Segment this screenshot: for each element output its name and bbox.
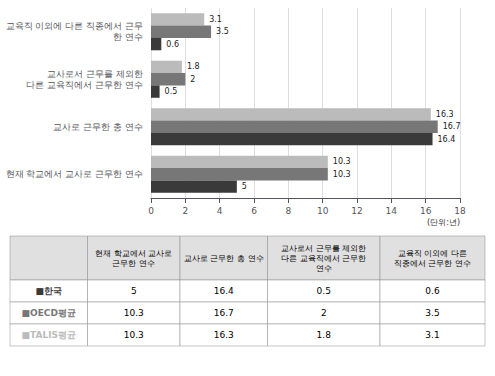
svg-text:교사로 근무한 총 연수: 교사로 근무한 총 연수	[184, 254, 264, 263]
svg-text:16.4: 16.4	[438, 135, 456, 144]
svg-text:16.3: 16.3	[436, 110, 454, 119]
svg-text:교육직 이외에 다른: 교육직 이외에 다른	[398, 249, 467, 258]
svg-text:16.7: 16.7	[443, 122, 461, 131]
svg-text:현재 학교에서 교사로: 현재 학교에서 교사로	[95, 249, 172, 258]
svg-text:교사로서 근무를 제외한: 교사로서 근무를 제외한	[47, 69, 143, 79]
svg-text:0.5: 0.5	[165, 87, 178, 96]
svg-text:3.1: 3.1	[425, 330, 439, 340]
svg-text:16.3: 16.3	[214, 330, 234, 340]
svg-text:10: 10	[317, 206, 329, 216]
svg-text:12: 12	[351, 206, 362, 216]
svg-text:10.3: 10.3	[124, 308, 144, 318]
svg-text:현재 학교에서 교사로 근무한 연수: 현재 학교에서 교사로 근무한 연수	[6, 169, 143, 179]
svg-text:2: 2	[182, 206, 188, 216]
svg-text:다른 교육직에서 근무한 연수: 다른 교육직에서 근무한 연수	[26, 80, 143, 90]
svg-text:한 연수: 한 연수	[113, 32, 143, 42]
svg-text:5: 5	[242, 182, 247, 191]
svg-text:10.3: 10.3	[333, 157, 351, 166]
svg-text:3.5: 3.5	[216, 27, 229, 36]
svg-text:0: 0	[148, 206, 154, 216]
svg-text:2: 2	[321, 308, 327, 318]
svg-text:2: 2	[190, 75, 195, 84]
svg-text:■OECD평균: ■OECD평균	[22, 308, 76, 318]
svg-text:교사로서 근무를 제외한: 교사로서 근무를 제외한	[281, 244, 366, 253]
svg-text:3.5: 3.5	[425, 308, 439, 318]
svg-text:1.8: 1.8	[317, 330, 332, 340]
svg-text:10.3: 10.3	[333, 170, 351, 179]
svg-text:16.4: 16.4	[214, 286, 234, 296]
svg-text:직종에서 근무한 연수: 직종에서 근무한 연수	[394, 259, 471, 268]
svg-text:교사로 근무한 총 연수: 교사로 근무한 총 연수	[53, 122, 143, 132]
svg-text:다른 교육직에서 근무한: 다른 교육직에서 근무한	[281, 254, 366, 263]
svg-text:근무한 연수: 근무한 연수	[112, 259, 155, 268]
svg-text:0.6: 0.6	[425, 286, 440, 296]
svg-text:3.1: 3.1	[209, 15, 222, 24]
svg-text:14: 14	[386, 206, 398, 216]
svg-text:8: 8	[285, 206, 291, 216]
svg-text:(단위:년): (단위:년)	[427, 218, 460, 227]
svg-text:5: 5	[131, 286, 137, 296]
svg-text:연수: 연수	[316, 264, 332, 273]
svg-text:16.7: 16.7	[214, 308, 234, 318]
svg-text:16: 16	[420, 206, 432, 216]
svg-text:6: 6	[251, 206, 257, 216]
svg-text:0.6: 0.6	[166, 40, 179, 49]
svg-text:교육직 이외에 다른 직종에서 근무: 교육직 이외에 다른 직종에서 근무	[6, 21, 143, 31]
svg-text:0.5: 0.5	[317, 286, 331, 296]
svg-text:4: 4	[217, 206, 223, 216]
svg-text:18: 18	[454, 206, 466, 216]
svg-text:■TALIS평균: ■TALIS평균	[22, 330, 76, 340]
svg-text:1.8: 1.8	[187, 62, 200, 71]
svg-text:■한국: ■한국	[35, 286, 62, 296]
svg-text:10.3: 10.3	[124, 330, 144, 340]
